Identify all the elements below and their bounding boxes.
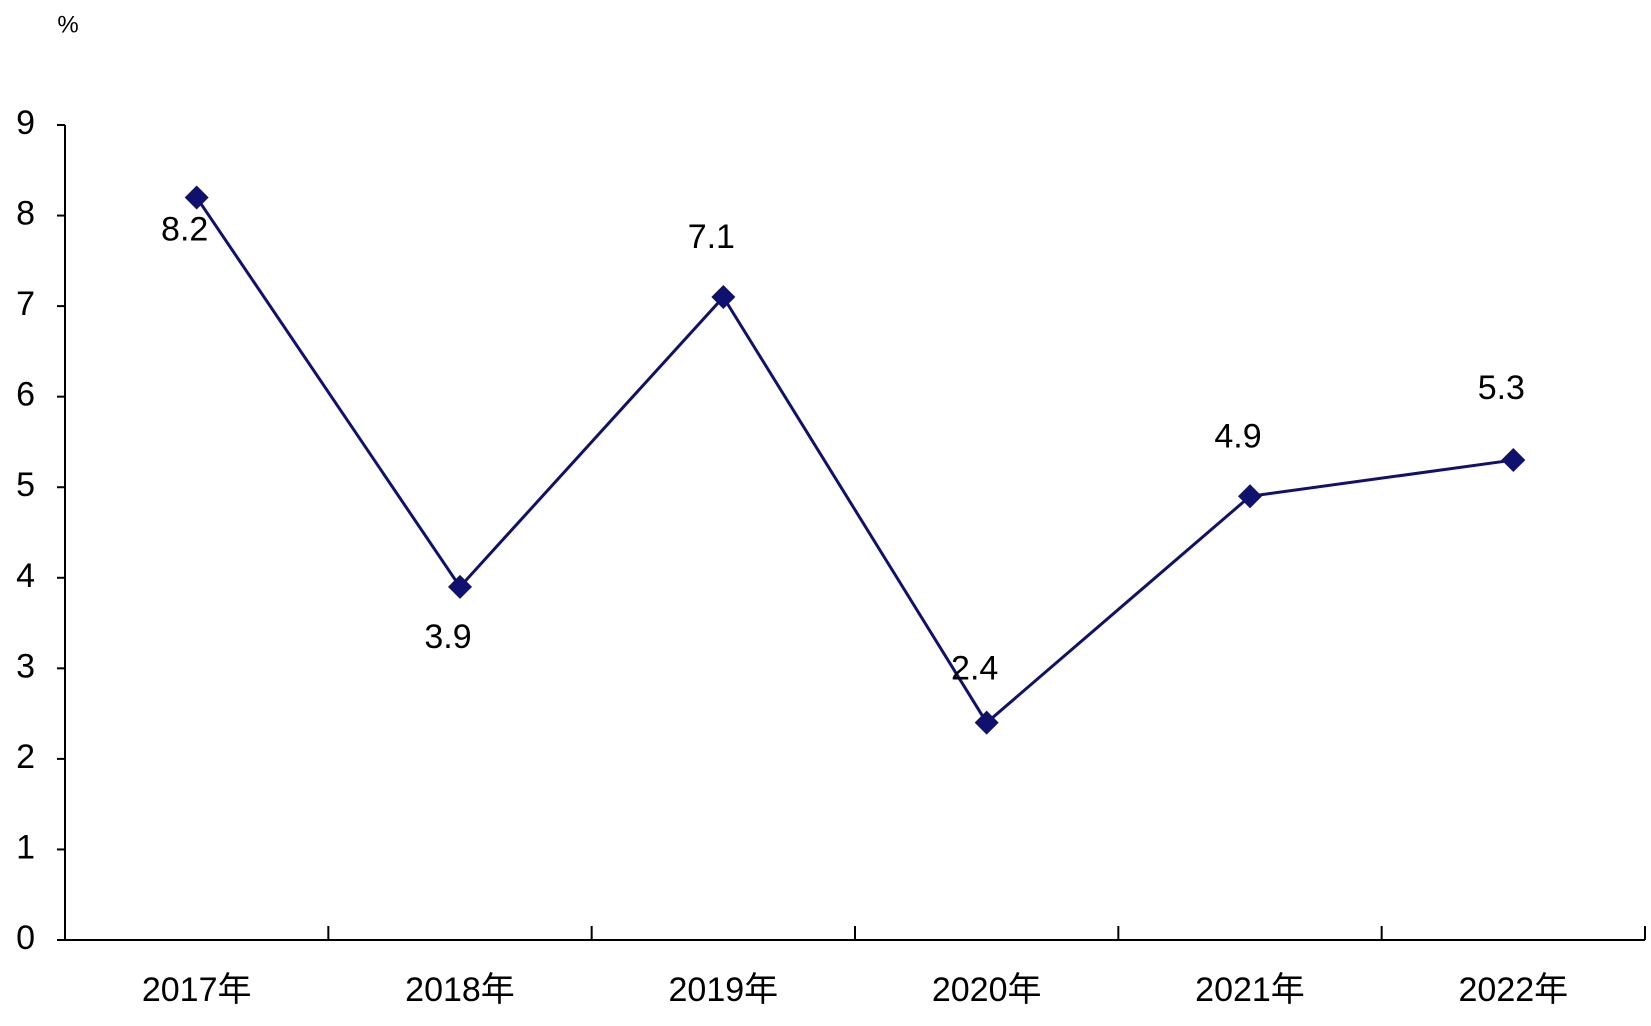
- y-tick-label: 4: [16, 557, 35, 595]
- y-tick-label: 8: [16, 195, 35, 233]
- y-tick-label: 7: [16, 285, 35, 323]
- x-tick-label: 2020年: [932, 971, 1042, 1009]
- x-tick-label: 2022年: [1459, 971, 1569, 1009]
- data-label: 7.1: [688, 218, 735, 256]
- data-label: 2.4: [951, 650, 998, 688]
- data-label: 5.3: [1478, 369, 1525, 407]
- y-tick-label: 3: [16, 647, 35, 685]
- data-label: 4.9: [1214, 417, 1261, 455]
- y-axis-unit: %: [57, 11, 78, 38]
- data-line: [195, 196, 1514, 725]
- y-tick-label: 0: [16, 919, 35, 957]
- y-tick-label: 1: [16, 828, 35, 866]
- x-tick-label: 2021年: [1195, 971, 1305, 1009]
- x-tick-label: 2019年: [669, 971, 779, 1009]
- data-marker: [1501, 448, 1526, 473]
- data-label: 8.2: [161, 210, 208, 248]
- x-tick-label: 2018年: [405, 971, 515, 1009]
- data-marker: [711, 285, 736, 310]
- x-tick-label: 2017年: [142, 971, 252, 1009]
- y-tick-label: 9: [16, 104, 35, 142]
- data-marker: [448, 574, 472, 599]
- y-tick-label: 5: [16, 466, 35, 504]
- data-marker: [184, 185, 209, 210]
- data-marker: [1238, 484, 1262, 509]
- data-marker: [974, 710, 999, 735]
- data-label: 3.9: [424, 618, 471, 656]
- y-tick-label: 2: [16, 738, 35, 776]
- y-tick-label: 6: [16, 376, 35, 414]
